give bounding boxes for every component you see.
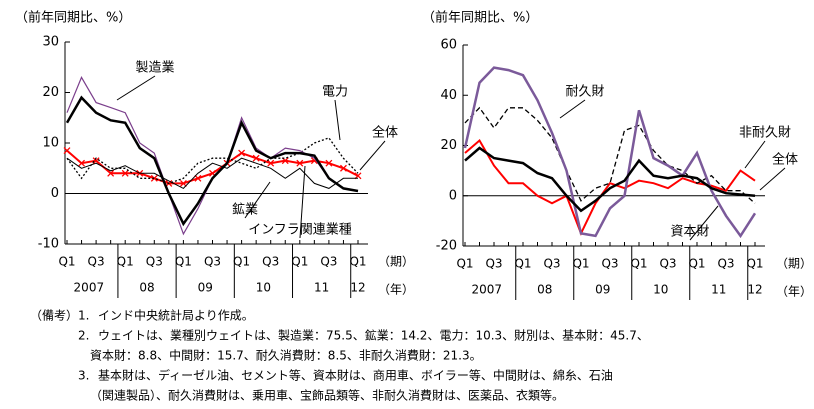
note-line: （関連製品）、耐久消費財は、乗用車、宝飾品類等、非耐久消費財は、医薬品、衣類等。: [90, 388, 564, 403]
note-number: 3.: [78, 369, 89, 383]
year-unit-label: （年）: [776, 285, 812, 299]
x-tick-label: Q1: [175, 255, 192, 269]
x-tick-label: Q3: [543, 257, 560, 271]
x-tick-label: Q3: [601, 257, 618, 271]
x-tick-label: Q1: [58, 255, 75, 269]
y-tick-label: 30: [42, 35, 59, 50]
series-label: 非耐久財: [739, 126, 791, 141]
x-tick-label: Q1: [746, 257, 763, 271]
series-label: 資本財: [670, 225, 709, 240]
x-tick-label: Q3: [320, 255, 337, 269]
series-line: [66, 137, 359, 185]
x-tick-label: Q1: [291, 255, 308, 269]
series-label: インフラ関連業種: [248, 222, 352, 238]
y-tick-label: 20: [440, 138, 457, 153]
x-tick-label: Q1: [233, 255, 250, 269]
y-tick-label: -10: [38, 237, 59, 252]
annotation-arrow: [359, 140, 386, 171]
marker: [267, 159, 275, 167]
y-tick-label: 40: [440, 88, 457, 103]
marker: [179, 179, 187, 187]
x-tick-label: Q3: [262, 255, 279, 269]
note-line: インド中央統計局より作成。: [98, 308, 254, 323]
annotation-arrow: [559, 99, 586, 119]
x-tick-label: Q3: [717, 257, 734, 271]
note-number: 2.: [78, 329, 89, 343]
year-label: 11: [314, 281, 329, 295]
marker: [296, 159, 304, 167]
year-label: 2007: [74, 281, 105, 295]
year-label: 12: [747, 283, 762, 297]
year-label: 09: [595, 283, 610, 297]
marker: [92, 157, 100, 165]
note-line: 基本財は、ディーゼル油、セメント等、資本財は、商用車、ボイラー等、中間財は、綿糸…: [98, 368, 613, 383]
year-label: 09: [198, 281, 213, 295]
notes-label: （備考）: [30, 308, 78, 323]
series-label: 耐久財: [565, 85, 604, 100]
marker: [63, 147, 71, 155]
marker: [121, 169, 129, 177]
series-label: 全体: [772, 152, 798, 168]
y-tick-label: 0: [51, 186, 59, 201]
year-label: 12: [350, 281, 365, 295]
note-number: 1.: [78, 309, 89, 323]
annotation-arrow: [334, 99, 341, 141]
series-line: [65, 95, 359, 227]
x-unit-label: （期）: [378, 255, 414, 269]
annotation-arrow: [299, 165, 306, 239]
year-label: 08: [537, 283, 552, 297]
x-tick-label: Q1: [117, 255, 134, 269]
x-unit-label: （期）: [776, 257, 812, 271]
year-unit-label: （年）: [378, 283, 414, 297]
series-label: 電力: [322, 85, 348, 100]
y-tick-label: 20: [42, 85, 59, 100]
x-tick-label: Q3: [88, 255, 105, 269]
series-line: [66, 157, 358, 190]
note-line: ウェイトは、業種別ウェイトは、製造業：75.5、鉱業：14.2、電力：10.3、…: [98, 328, 649, 343]
annotation-arrow: [244, 181, 271, 219]
series-label: 鉱業: [232, 202, 258, 218]
year-label: 10: [653, 283, 668, 297]
year-label: 11: [711, 283, 726, 297]
x-tick-label: Q1: [514, 257, 531, 271]
x-tick-label: Q1: [688, 257, 705, 271]
marker: [339, 164, 347, 172]
year-label: 10: [256, 281, 271, 295]
marker: [107, 169, 115, 177]
x-tick-label: Q3: [659, 257, 676, 271]
y-tick-label: -20: [436, 239, 457, 254]
y-tick-label: 10: [42, 136, 59, 151]
series-line: [463, 66, 757, 239]
marker: [252, 154, 260, 162]
annotation-arrow: [689, 205, 719, 241]
y-axis-title: （前年同期比、%）: [422, 10, 538, 26]
annotation-arrow: [744, 140, 766, 169]
marker: [238, 149, 246, 157]
annotation-arrow: [116, 75, 156, 101]
marker: [325, 159, 333, 167]
x-tick-label: Q1: [572, 257, 589, 271]
series-label: 全体: [372, 125, 398, 141]
year-label: 08: [139, 281, 154, 295]
x-tick-label: Q1: [630, 257, 647, 271]
annotation-arrow: [759, 167, 786, 191]
year-label: 2007: [471, 283, 502, 297]
y-tick-label: 0: [449, 188, 457, 203]
note-line: 資本財：8.8、中間財：15.7、耐久消費財：8.5、非耐久消費財：21.3。: [90, 348, 482, 363]
marker: [150, 174, 158, 182]
marker: [194, 174, 202, 182]
series-label: 製造業: [135, 60, 174, 76]
x-tick-label: Q3: [204, 255, 221, 269]
marker: [78, 159, 86, 167]
x-tick-label: Q1: [456, 257, 473, 271]
y-tick-label: 60: [440, 38, 457, 53]
x-tick-label: Q3: [146, 255, 163, 269]
x-tick-label: Q3: [485, 257, 502, 271]
y-axis-title: （前年同期比、%）: [15, 10, 131, 26]
x-tick-label: Q1: [349, 255, 366, 269]
series-line: [464, 146, 756, 213]
